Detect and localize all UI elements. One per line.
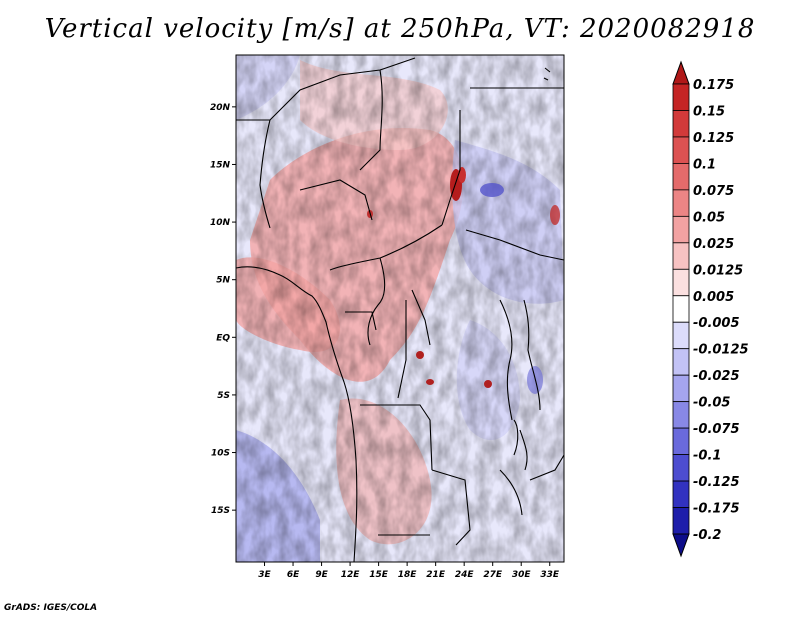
lon-tick-label: 30E [512, 570, 532, 580]
colorbar-swatch [672, 507, 690, 535]
colorbar-swatch [672, 110, 690, 138]
velocity-field [236, 55, 564, 562]
colorbar-swatch [672, 401, 690, 429]
map-frame [235, 54, 565, 563]
colorbar-level-label: 0.025 [693, 237, 734, 252]
colorbar-level-label: 0.0125 [693, 263, 743, 278]
lon-tick-label: 6E [287, 570, 300, 580]
colorbar-level-label: -0.025 [693, 369, 740, 384]
colorbar-level-label: -0.2 [693, 528, 721, 543]
lon-tick-label: 12E [341, 570, 361, 580]
lat-tick-label: 10N [210, 218, 231, 228]
lat-tick-label: 10S [211, 449, 230, 459]
colorbar-swatch [672, 295, 690, 323]
colorbar-swatch [672, 374, 690, 403]
colorbar-level-label: -0.175 [693, 502, 740, 517]
colorbar-level-label: -0.1 [693, 449, 721, 464]
lat-tick-label: 5N [216, 276, 230, 286]
page-title: Vertical velocity [m/s] at 250hPa, VT: 2… [44, 14, 756, 44]
colorbar-level-label: 0.05 [693, 210, 725, 225]
lon-tick-label: 9E [315, 570, 328, 580]
colorbar-swatch [672, 189, 690, 217]
lon-tick-label: 18E [398, 570, 418, 580]
lon-tick-label: 3E [258, 570, 271, 580]
lon-tick-label: 33E [540, 570, 560, 580]
lat-tick-label: 5S [217, 391, 230, 401]
lat-tick-label: 15N [210, 160, 231, 170]
colorbar-swatch [672, 321, 690, 350]
colorbar-swatch [672, 348, 690, 376]
lat-tick-label: EQ [216, 333, 230, 343]
latitude-axis: 20N 15N 10N 5N EQ 5S 10S 15S [210, 103, 236, 516]
lat-tick-label: 20N [210, 103, 231, 113]
colorbar-swatch [672, 163, 690, 191]
colorbar-swatch [672, 83, 690, 111]
colorbar-level-label: -0.0125 [693, 343, 749, 358]
colorbar-level-label: 0.125 [693, 131, 734, 146]
lon-tick-label: 21E [426, 570, 446, 580]
colorbar-min-triangle [672, 533, 690, 558]
colorbar-level-label: 0.005 [693, 290, 734, 305]
colorbar-level-label: -0.005 [693, 316, 740, 331]
colorbar-swatch [672, 480, 690, 508]
colorbar-swatch [672, 454, 690, 482]
colorbar: 0.175 0.15 0.125 0.1 0.075 0.05 0.025 0.0125 0.0… [672, 60, 749, 558]
colorbar-level-label: -0.125 [693, 475, 740, 490]
colorbar-level-label: 0.075 [693, 184, 734, 199]
lat-tick-label: 15S [211, 506, 230, 516]
colorbar-max-triangle [672, 60, 690, 85]
lon-tick-label: 15E [369, 570, 389, 580]
colorbar-swatch [672, 242, 690, 270]
colorbar-swatch [672, 427, 690, 455]
colorbar-level-label: -0.05 [693, 396, 730, 411]
colorbar-swatch [672, 136, 690, 164]
lon-tick-label: 24E [455, 570, 475, 580]
colorbar-swatch [672, 215, 690, 244]
colorbar-level-label: 0.1 [693, 157, 716, 172]
lon-tick-label: 27E [483, 570, 503, 580]
colorbar-level-label: 0.15 [693, 104, 725, 119]
grads-credit: GrADS: IGES/COLA [4, 603, 98, 613]
colorbar-level-label: 0.175 [693, 78, 734, 93]
colorbar-level-label: -0.075 [693, 422, 740, 437]
colorbar-swatch [672, 268, 690, 297]
longitude-axis: 3E 6E 9E 12E 15E 18E 21E 24E 27E 30E 33E [258, 562, 560, 580]
